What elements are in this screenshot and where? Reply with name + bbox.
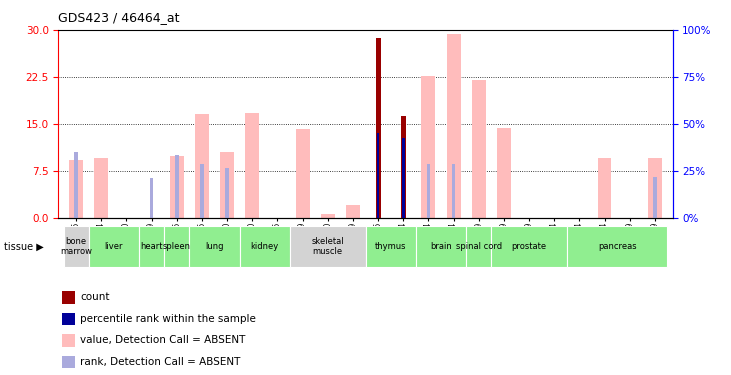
Bar xyxy=(471,80,485,218)
Bar xyxy=(497,128,511,217)
Bar xyxy=(61,356,75,368)
Text: skeletal
muscle: skeletal muscle xyxy=(311,237,344,256)
Bar xyxy=(416,226,466,267)
Bar xyxy=(426,164,431,218)
Bar xyxy=(139,226,164,267)
Text: kidney: kidney xyxy=(251,242,279,251)
Text: bone
marrow: bone marrow xyxy=(60,237,92,256)
Bar xyxy=(452,164,455,218)
Text: pancreas: pancreas xyxy=(598,242,637,251)
Bar xyxy=(61,334,75,347)
Bar xyxy=(366,226,416,267)
Bar xyxy=(200,164,204,218)
Text: value, Detection Call = ABSENT: value, Detection Call = ABSENT xyxy=(80,336,246,345)
Text: count: count xyxy=(80,292,110,302)
Bar xyxy=(466,226,491,267)
Text: spleen: spleen xyxy=(163,242,191,251)
Bar xyxy=(220,152,234,217)
Bar xyxy=(346,205,360,218)
Bar xyxy=(75,152,78,217)
Bar xyxy=(376,38,381,218)
Bar xyxy=(189,226,240,267)
Bar xyxy=(164,226,189,267)
Bar xyxy=(491,226,567,267)
Bar xyxy=(88,226,139,267)
Bar xyxy=(69,160,83,218)
Bar xyxy=(246,112,260,218)
Bar xyxy=(401,116,406,218)
Bar xyxy=(290,226,366,267)
Bar xyxy=(175,155,178,218)
Text: prostate: prostate xyxy=(512,242,547,251)
Text: percentile rank within the sample: percentile rank within the sample xyxy=(80,314,256,324)
Text: thymus: thymus xyxy=(375,242,406,251)
Bar xyxy=(150,178,154,218)
Text: heart: heart xyxy=(140,242,163,251)
Bar xyxy=(61,313,75,325)
Text: lung: lung xyxy=(205,242,224,251)
Bar xyxy=(598,158,612,218)
Text: liver: liver xyxy=(105,242,123,251)
Bar xyxy=(321,214,335,217)
Text: spinal cord: spinal cord xyxy=(455,242,501,251)
Bar xyxy=(170,156,183,218)
Bar xyxy=(64,226,88,267)
Bar xyxy=(447,34,461,218)
Bar xyxy=(376,133,379,218)
Text: brain: brain xyxy=(430,242,452,251)
Text: tissue ▶: tissue ▶ xyxy=(4,242,43,251)
Bar xyxy=(653,177,656,218)
Bar xyxy=(422,76,436,217)
Text: GDS423 / 46464_at: GDS423 / 46464_at xyxy=(58,11,180,24)
Bar xyxy=(648,158,662,218)
Text: rank, Detection Call = ABSENT: rank, Detection Call = ABSENT xyxy=(80,357,240,367)
Bar xyxy=(225,168,229,217)
Bar xyxy=(94,158,108,218)
Bar xyxy=(567,226,667,267)
Bar xyxy=(295,129,309,217)
Bar xyxy=(240,226,290,267)
Bar xyxy=(195,114,209,218)
Bar xyxy=(61,291,75,304)
Bar xyxy=(402,138,404,218)
